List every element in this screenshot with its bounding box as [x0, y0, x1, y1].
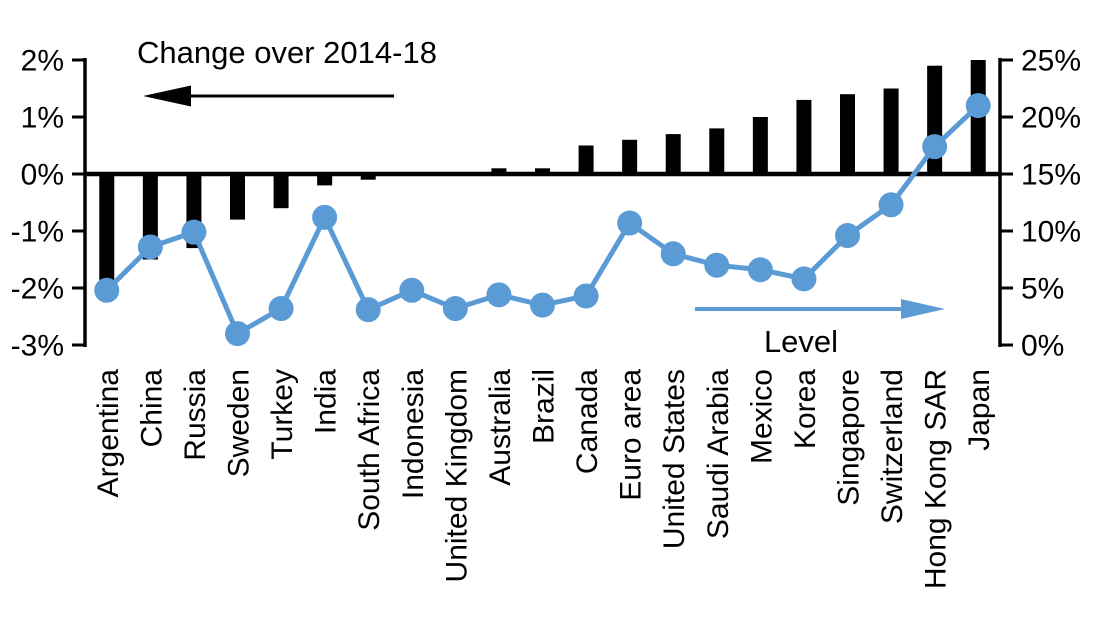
level-marker-united-kingdom	[442, 296, 468, 322]
level-marker-mexico	[747, 257, 773, 283]
level-marker-switzerland	[878, 192, 904, 218]
left-axis-tick-label: 2%	[21, 45, 64, 78]
category-label-south-africa: South Africa	[353, 369, 386, 531]
right-axis-tick-label: 20%	[1021, 102, 1081, 135]
category-label-united-kingdom: United Kingdom	[440, 369, 473, 582]
level-marker-indonesia	[399, 277, 425, 303]
category-label-euro-area: Euro area	[615, 369, 648, 501]
bar-australia	[491, 168, 507, 174]
level-marker-argentina	[94, 277, 120, 303]
level-marker-japan	[965, 93, 991, 119]
category-label-singapore: Singapore	[833, 369, 866, 506]
category-label-saudi-arabia: Saudi Arabia	[702, 369, 735, 539]
chart-title: Change over 2014-18	[137, 35, 437, 70]
bar-korea	[796, 99, 812, 174]
level-marker-hong-kong-sar	[922, 134, 948, 160]
level-marker-sweden	[225, 321, 250, 347]
bar-turkey	[273, 174, 289, 209]
category-label-mexico: Mexico	[745, 369, 778, 464]
level-marker-saudi-arabia	[704, 252, 730, 278]
level-marker-china	[137, 234, 163, 260]
level-marker-australia	[486, 282, 512, 308]
category-label-russia: Russia	[179, 369, 212, 461]
right-axis-tick-label: 5%	[1021, 273, 1064, 306]
category-label-brazil: Brazil	[528, 369, 561, 444]
level-marker-south-africa	[355, 297, 381, 323]
category-label-sweden: Sweden	[223, 369, 256, 477]
category-label-switzerland: Switzerland	[876, 369, 909, 524]
category-label-turkey: Turkey	[266, 369, 299, 460]
right-axis-tick-label: 25%	[1021, 45, 1081, 78]
category-label-japan: Japan	[963, 369, 996, 451]
bar-switzerland	[883, 88, 899, 174]
bar-sweden	[230, 174, 245, 220]
right-axis-tick-label: 10%	[1021, 216, 1081, 249]
category-label-argentina: Argentina	[92, 369, 125, 498]
bar-india	[317, 174, 333, 186]
bar-saudi-arabia	[709, 128, 725, 174]
bar-brazil	[535, 168, 550, 174]
left-axis-tick-label: -1%	[11, 216, 64, 249]
category-label-australia: Australia	[484, 369, 517, 486]
bar-mexico	[752, 117, 768, 174]
category-label-china: China	[135, 369, 168, 448]
change-arrow-left-icon	[143, 85, 191, 107]
bar-singapore	[840, 94, 855, 174]
left-axis-tick-label: 0%	[21, 159, 64, 192]
level-marker-korea	[791, 266, 817, 292]
right-axis-tick-label: 0%	[1021, 330, 1064, 363]
category-label-indonesia: Indonesia	[397, 369, 430, 499]
left-axis-tick-label: -3%	[11, 330, 64, 363]
bar-argentina	[99, 174, 115, 283]
level-marker-euro-area	[617, 210, 643, 236]
bar-canada	[578, 145, 594, 174]
level-marker-united-states	[660, 241, 686, 267]
category-label-india: India	[310, 369, 343, 434]
category-label-hong-kong-sar: Hong Kong SAR	[920, 369, 953, 589]
left-axis-tick-label: 1%	[21, 102, 64, 135]
line-series-label: Level	[764, 324, 838, 359]
level-marker-russia	[181, 219, 207, 245]
left-axis-tick-label: -2%	[11, 273, 64, 306]
level-marker-india	[312, 204, 338, 230]
level-marker-brazil	[530, 292, 555, 318]
category-label-canada: Canada	[571, 369, 604, 474]
level-marker-turkey	[268, 296, 294, 322]
bar-united-states	[665, 134, 681, 174]
bar-euro-area	[622, 139, 638, 174]
bar-south-africa	[360, 174, 376, 180]
category-label-korea: Korea	[789, 369, 822, 449]
level-marker-canada	[573, 283, 599, 309]
level-marker-singapore	[835, 223, 860, 249]
category-label-united-states: United States	[658, 369, 691, 549]
right-axis-tick-label: 15%	[1021, 159, 1081, 192]
level-arrow-right-icon	[901, 299, 945, 319]
